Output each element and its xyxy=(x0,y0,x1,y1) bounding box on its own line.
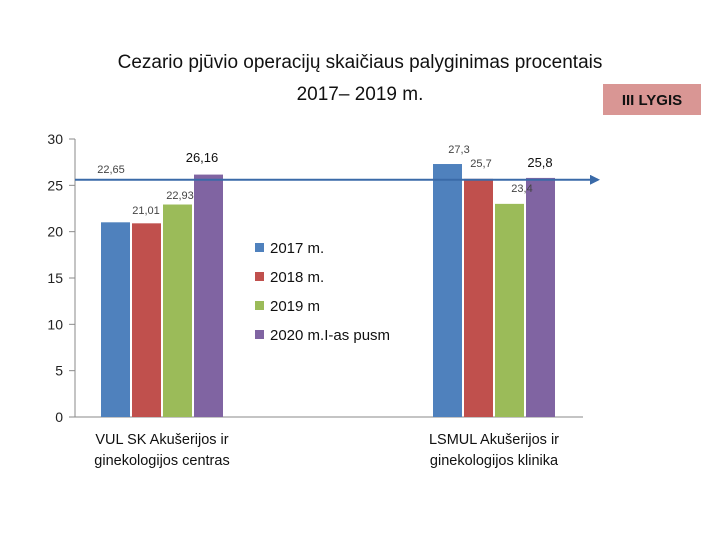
bar xyxy=(194,174,223,417)
bar xyxy=(101,222,130,417)
data-label: 21,01 xyxy=(132,205,160,217)
category-label: VUL SK Akušerijos ir xyxy=(95,432,228,448)
x-axis-categories: VUL SK Akušerijos ir ginekologijos centra… xyxy=(94,432,559,469)
legend: 2017 m. 2018 m. 2019 m 2020 m.I-as pusm xyxy=(255,240,390,344)
data-labels: 21,01 27,325,7 22,93 23,4 26,16 25,8 xyxy=(132,144,552,217)
legend-label: 2017 m. xyxy=(270,240,324,257)
data-label: 22,93 xyxy=(166,190,194,202)
data-label: 26,16 xyxy=(186,150,219,165)
legend-swatch xyxy=(255,272,264,281)
reference-line: 22,65 xyxy=(75,164,600,185)
bars xyxy=(101,164,555,417)
y-tick-label: 30 xyxy=(47,131,63,147)
bar xyxy=(163,204,192,417)
data-label: 23,4 xyxy=(511,183,532,195)
level-badge-label: III LYGIS xyxy=(622,92,682,109)
bar xyxy=(464,178,493,417)
legend-swatch xyxy=(255,301,264,310)
bar xyxy=(495,203,524,417)
reference-line-label: 22,65 xyxy=(97,164,125,176)
legend-swatch xyxy=(255,330,264,339)
bar xyxy=(132,223,161,417)
bar xyxy=(526,177,555,417)
level-badge-background xyxy=(603,84,701,115)
y-tick-label: 15 xyxy=(47,270,63,286)
legend-label: 2019 m xyxy=(270,298,320,315)
category-label: ginekologijos klinika xyxy=(430,453,559,469)
y-tick-label: 0 xyxy=(55,409,63,425)
y-tick-label: 5 xyxy=(55,363,63,379)
category-label: ginekologijos centras xyxy=(94,453,229,469)
bar xyxy=(433,164,462,417)
legend-swatch xyxy=(255,243,264,252)
data-label: 27,3 xyxy=(448,144,469,156)
legend-label: 2018 m. xyxy=(270,269,324,286)
level-badge: III LYGIS xyxy=(603,84,701,115)
y-tick-label: 10 xyxy=(47,316,63,332)
y-tick-label: 20 xyxy=(47,224,63,240)
chart-title: Cezario pjūvio operacijų skaičiaus palyg… xyxy=(118,52,603,73)
category-label: LSMUL Akušerijos ir xyxy=(429,432,559,448)
data-label: 25,7 xyxy=(470,158,491,170)
data-label: 25,8 xyxy=(527,155,552,170)
legend-label: 2020 m.I-as pusm xyxy=(270,327,390,344)
chart-subtitle: 2017– 2019 m. xyxy=(297,84,424,105)
y-tick-label: 25 xyxy=(47,177,63,193)
